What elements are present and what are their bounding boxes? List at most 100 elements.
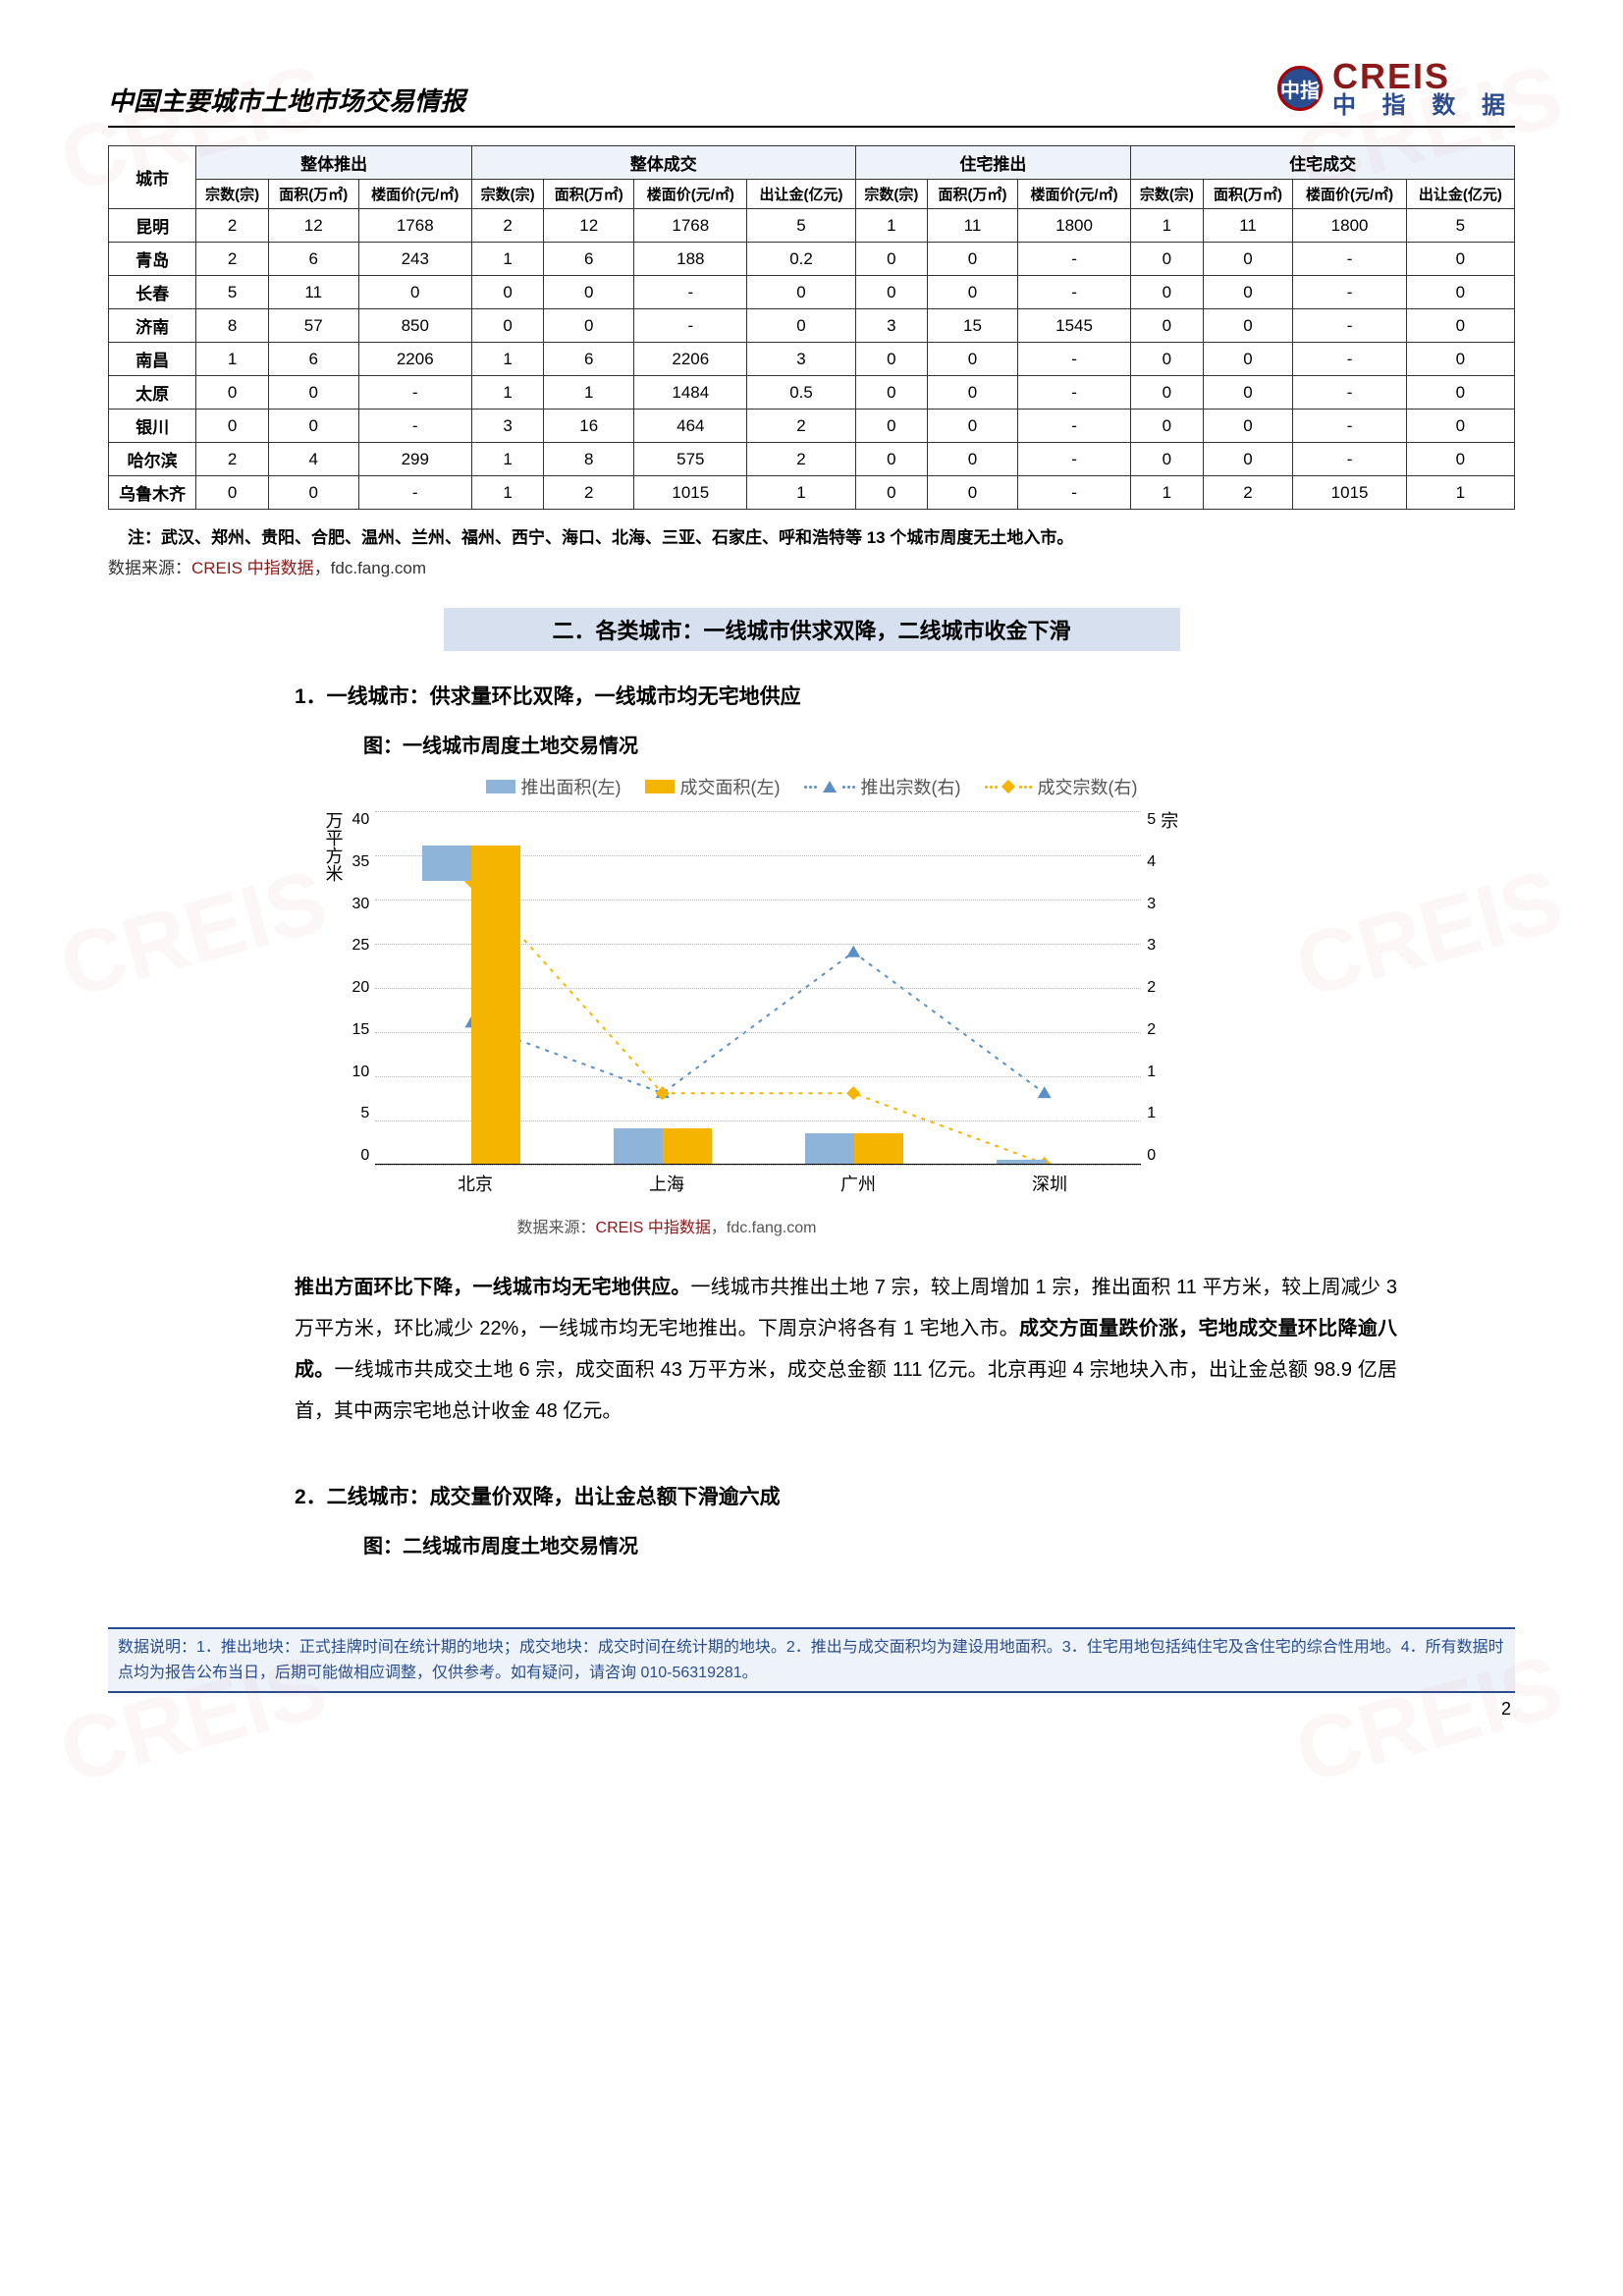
data-cell: 1 [471,343,543,376]
diamond-marker-icon [1001,780,1014,793]
sub-heading-2: 2．二线城市：成交量价双降，出让金总额下滑逾六成 [295,1481,1515,1510]
data-cell: 2 [196,443,268,476]
data-cell: 1 [544,376,634,410]
data-cell: 0 [196,376,268,410]
y-right-ticks: 543322110 [1141,811,1156,1165]
bar-group [982,1160,1109,1165]
data-cell: 1768 [358,209,471,243]
data-cell: 3 [747,343,855,376]
data-cell: 1015 [634,476,747,510]
data-cell: - [358,376,471,410]
city-cell: 银川 [109,410,196,443]
y-right-label: 宗 [1156,811,1187,1165]
table-row: 济南85785000-0315154500-0 [109,309,1515,343]
category-label: 深圳 [954,1171,1146,1196]
bar-deal-area [854,1133,903,1165]
table-row: 银川00-316464200-00-0 [109,410,1515,443]
data-cell: 2 [747,410,855,443]
data-cell: 1545 [1017,309,1130,343]
sub-col: 面积(万㎡) [268,180,358,209]
table-note: 注：武汉、郑州、贵阳、合肥、温州、兰州、福州、西宁、海口、北海、三亚、石家庄、呼… [128,523,1509,548]
logo-badge-icon: 中指 [1277,66,1323,111]
group-res-push: 住宅推出 [855,146,1131,180]
data-source: 数据来源：CREIS 中指数据，fdc.fang.com [108,554,1515,578]
data-cell: 1 [1406,476,1514,510]
data-cell: 0 [855,343,927,376]
data-cell: 0 [1203,243,1293,276]
data-cell: 0 [928,410,1018,443]
city-cell: 青岛 [109,243,196,276]
data-cell: 0 [1203,276,1293,309]
data-cell: - [1293,376,1406,410]
data-cell: 3 [855,309,927,343]
data-cell: 0 [855,243,927,276]
data-cell: - [1017,410,1130,443]
data-cell: 0 [1203,343,1293,376]
data-cell: 0 [1131,376,1203,410]
data-cell: 1 [747,476,855,510]
data-cell: - [1293,243,1406,276]
data-cell: 0 [544,276,634,309]
data-cell: 0 [1131,276,1203,309]
data-cell: - [634,309,747,343]
data-cell: 5 [196,276,268,309]
city-cell: 长春 [109,276,196,309]
city-cell: 太原 [109,376,196,410]
data-cell: 575 [634,443,747,476]
data-cell: 15 [928,309,1018,343]
data-cell: 0 [1406,410,1514,443]
data-cell: 5 [747,209,855,243]
data-cell: 0 [928,376,1018,410]
creis-logo: 中指 CREIS 中 指 数 据 [1277,59,1515,118]
data-cell: 5 [1406,209,1514,243]
chart-source: 数据来源：CREIS 中指数据，fdc.fang.com [517,1214,1303,1237]
data-cell: 1 [471,443,543,476]
data-cell: - [1017,443,1130,476]
data-cell: - [1017,243,1130,276]
data-cell: 0 [855,410,927,443]
chart-plot [375,811,1141,1165]
data-cell: 1768 [634,209,747,243]
data-cell: 11 [1203,209,1293,243]
data-cell: 0 [928,476,1018,510]
table-row: 长春511000-000-00-0 [109,276,1515,309]
data-cell: 1 [196,343,268,376]
table-row: 昆明212176821217685111180011118005 [109,209,1515,243]
data-cell: 0 [471,276,543,309]
sub-col: 楼面价(元/㎡) [1017,180,1130,209]
data-cell: - [1293,343,1406,376]
data-cell: 0 [1406,376,1514,410]
data-cell: 0 [1406,309,1514,343]
data-cell: 6 [268,343,358,376]
data-cell: 8 [544,443,634,476]
data-cell: 16 [544,410,634,443]
data-cell: 243 [358,243,471,276]
data-cell: 0 [928,276,1018,309]
group-overall-push: 整体推出 [196,146,472,180]
data-cell: 0 [1131,243,1203,276]
y-left-ticks: 4035302520151050 [352,811,376,1165]
data-cell: 1 [1131,209,1203,243]
data-cell: - [1293,276,1406,309]
chart-legend: 推出面积(左) 成交面积(左) 推出宗数(右) 成交宗数(右) [321,774,1303,799]
data-cell: - [1017,376,1130,410]
city-cell: 哈尔滨 [109,443,196,476]
sub-col: 宗数(宗) [471,180,543,209]
table-row: 哈尔滨2429918575200-00-0 [109,443,1515,476]
data-cell: 1800 [1293,209,1406,243]
footer-note: 数据说明：1．推出地块：正式挂牌时间在统计期的地块；成交地块：成交时间在统计期的… [108,1627,1515,1693]
data-cell: 0 [471,309,543,343]
data-cell: 2 [544,476,634,510]
data-cell: 6 [544,343,634,376]
data-cell: 0 [268,476,358,510]
data-cell: 1 [855,209,927,243]
bar-group [790,1133,918,1165]
bar-group [599,1128,727,1164]
table-row: 南昌162206162206300-00-0 [109,343,1515,376]
data-cell: 0 [358,276,471,309]
sub-col: 宗数(宗) [196,180,268,209]
city-land-table: 城市 整体推出 整体成交 住宅推出 住宅成交 宗数(宗)面积(万㎡)楼面价(元/… [108,145,1515,510]
data-cell: 0 [1406,243,1514,276]
sub-col: 面积(万㎡) [544,180,634,209]
data-cell: 4 [268,443,358,476]
